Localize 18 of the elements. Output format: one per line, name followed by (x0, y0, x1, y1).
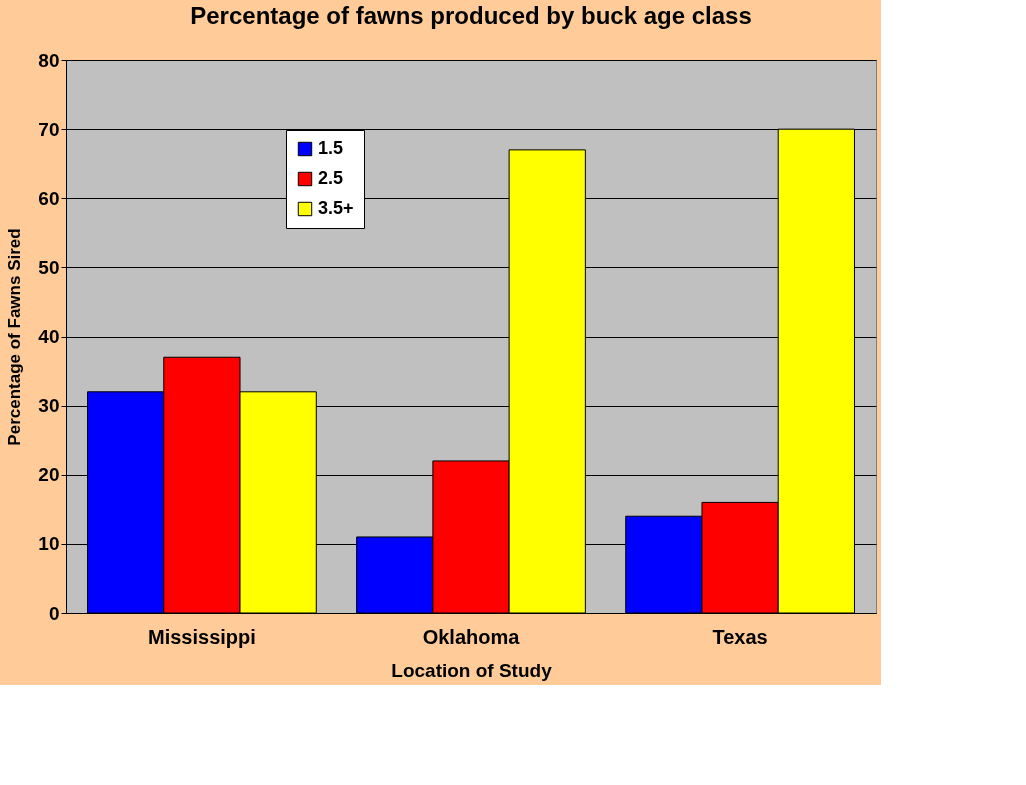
x-tick-label: Mississippi (147, 625, 256, 648)
y-tick-label: 30 (38, 395, 60, 417)
y-tick-label: 60 (38, 187, 60, 209)
legend-label: 1.5 (318, 138, 344, 158)
chart-title: Percentage of fawns produced by buck age class (190, 2, 752, 29)
y-tick-label: 0 (48, 602, 60, 624)
legend-label: 2.5 (318, 168, 344, 188)
x-tick-label: Oklahoma (422, 625, 521, 648)
y-tick-label: 40 (38, 326, 60, 347)
y-tick-label: 80 (38, 49, 60, 71)
x-tick-label: Texas (712, 625, 768, 648)
y-axis-title: Percentage of Fawns Sired (5, 228, 25, 446)
y-tick-label: 50 (38, 256, 60, 278)
y-tick-label: 20 (38, 464, 60, 486)
legend-label: 3.5+ (318, 198, 354, 218)
x-axis-title: Location of Study (391, 659, 553, 681)
y-tick-label: 10 (38, 533, 60, 555)
y-tick-label: 70 (38, 118, 60, 140)
